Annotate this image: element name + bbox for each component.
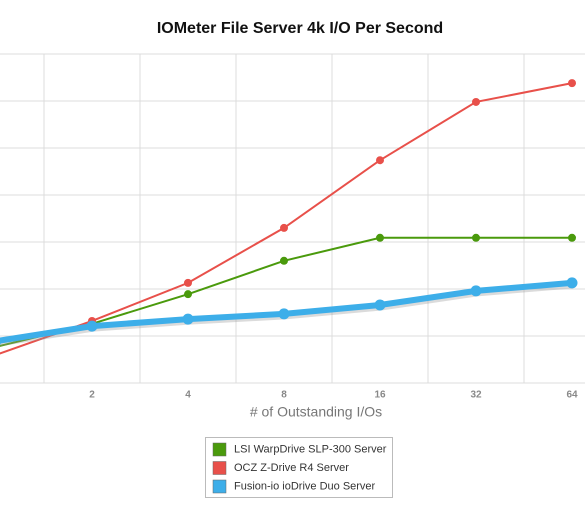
data-point xyxy=(184,290,192,299)
data-point xyxy=(472,233,480,242)
x-tick-label: 16 xyxy=(374,390,386,401)
data-point xyxy=(184,278,192,287)
x-tick-label: 64 xyxy=(566,390,578,401)
data-point xyxy=(472,97,480,106)
data-point xyxy=(376,156,384,165)
data-point xyxy=(374,299,386,311)
legend-swatch xyxy=(212,461,227,475)
legend-label: OCZ Z-Drive R4 Server xyxy=(234,462,349,474)
legend-swatch xyxy=(212,479,227,494)
data-point xyxy=(182,313,194,325)
x-axis-title: # of Outstanding I/Os xyxy=(250,404,382,420)
data-point xyxy=(376,233,384,242)
x-tick-label: 8 xyxy=(281,390,287,401)
legend xyxy=(205,437,393,498)
data-point xyxy=(0,337,2,345)
x-tick-label: 32 xyxy=(470,390,482,401)
data-point xyxy=(566,277,578,289)
x-tick-label: 4 xyxy=(185,390,191,401)
data-point xyxy=(470,285,482,297)
legend-label: LSI WarpDrive SLP-300 Server xyxy=(234,443,387,455)
data-point xyxy=(568,79,576,88)
chart-title: IOMeter File Server 4k I/O Per Second xyxy=(157,20,443,37)
data-point xyxy=(86,320,98,332)
legend-label: Fusion-io ioDrive Duo Server xyxy=(234,480,376,492)
x-tick-label: 2 xyxy=(89,390,95,401)
data-point xyxy=(280,223,288,232)
data-point xyxy=(568,233,576,242)
legend-swatch xyxy=(212,442,227,457)
data-point xyxy=(278,308,290,320)
data-point xyxy=(280,256,288,265)
